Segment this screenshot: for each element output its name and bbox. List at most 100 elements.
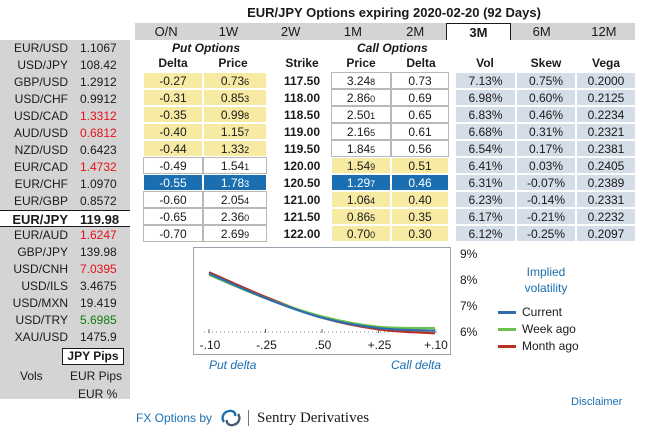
rate-row-eur-aud[interactable]: EUR/AUD 1.6247 bbox=[0, 227, 130, 244]
rate-row-eur-usd[interactable]: EUR/USD 1.1067 bbox=[0, 40, 130, 57]
cell-put-price[interactable]: 0.736 bbox=[203, 72, 267, 89]
eur-pips-button[interactable]: EUR Pips bbox=[70, 369, 123, 383]
footer-brand: Sentry Derivatives bbox=[257, 409, 370, 426]
cell-vega: 0.2381 bbox=[576, 140, 636, 157]
rate-row-usd-cad[interactable]: USD/CAD 1.3312 bbox=[0, 108, 130, 125]
cell-put-delta: -0.31 bbox=[143, 89, 203, 106]
cell-value: 6.31% bbox=[468, 176, 503, 190]
cell-call-price[interactable]: 0.865 bbox=[331, 208, 391, 225]
rate-row-usd-chf[interactable]: USD/CHF 0.9912 bbox=[0, 91, 130, 108]
cell-call-price[interactable]: 1.297 bbox=[331, 174, 391, 191]
rate-row-usd-ils[interactable]: USD/ILS 3.4675 bbox=[0, 278, 130, 295]
rate-value: 1.2912 bbox=[80, 75, 117, 89]
cell-value: 0.17% bbox=[528, 142, 564, 156]
cell-value: 118.00 bbox=[283, 91, 321, 105]
cell-put-delta: -0.44 bbox=[143, 140, 203, 157]
cell-vol: 6.12% bbox=[455, 225, 516, 242]
tab-3m[interactable]: 3M bbox=[446, 23, 511, 40]
rate-row-eur-jpy[interactable]: EUR/JPY 119.98 bbox=[0, 210, 130, 227]
cell-put-price[interactable]: 0.853 bbox=[203, 89, 267, 106]
rate-row-nzd-usd[interactable]: NZD/USD 0.6423 bbox=[0, 142, 130, 159]
legend-label: Week ago bbox=[522, 322, 576, 336]
cell-value: 0.2234 bbox=[587, 108, 625, 122]
cell-call-price[interactable]: 2.860 bbox=[331, 89, 391, 106]
disclaimer-link[interactable]: Disclaimer bbox=[571, 396, 623, 408]
cell-vega: 0.2321 bbox=[576, 123, 636, 140]
rate-row-gbp-jpy[interactable]: GBP/JPY 139.98 bbox=[0, 244, 130, 261]
cell-put-price[interactable]: 2.360 bbox=[203, 208, 267, 225]
cell-value-pip: 0 bbox=[244, 213, 250, 223]
col-skew: Skew bbox=[530, 56, 562, 70]
rate-row-gbp-usd[interactable]: GBP/USD 1.2912 bbox=[0, 74, 130, 91]
rate-row-eur-chf[interactable]: EUR/CHF 1.0970 bbox=[0, 176, 130, 193]
cell-call-price[interactable]: 2.165 bbox=[331, 123, 391, 140]
rate-row-aud-usd[interactable]: AUD/USD 0.6812 bbox=[0, 125, 130, 142]
cell-put-delta: -0.35 bbox=[143, 106, 203, 123]
cell-vega: 0.2125 bbox=[576, 89, 636, 106]
tab-2m[interactable]: 2M bbox=[384, 23, 447, 40]
cell-put-price[interactable]: 1.157 bbox=[203, 123, 267, 140]
rate-row-eur-cad[interactable]: EUR/CAD 1.4732 bbox=[0, 159, 130, 176]
eur-percent-button[interactable]: EUR % bbox=[78, 387, 118, 401]
cell-call-price[interactable]: 3.248 bbox=[331, 72, 391, 89]
tab-1m[interactable]: 1M bbox=[321, 23, 384, 40]
tab-2w[interactable]: 2W bbox=[259, 23, 322, 40]
cell-value: 6.98% bbox=[468, 91, 503, 105]
tab-6m[interactable]: 6M bbox=[510, 23, 573, 40]
cell-call-delta: 0.46 bbox=[391, 174, 449, 191]
cell-put-delta: -0.49 bbox=[143, 157, 203, 174]
cell-value: -0.40 bbox=[159, 125, 187, 139]
cell-value-pip: 3 bbox=[244, 94, 250, 104]
cell-strike: 121.50 bbox=[272, 208, 332, 225]
cell-value-pip: 8 bbox=[370, 77, 376, 87]
jpy-pips-button[interactable]: JPY Pips bbox=[62, 348, 124, 365]
cell-put-price[interactable]: 2.699 bbox=[203, 225, 267, 242]
legend-label: Month ago bbox=[522, 339, 579, 353]
cell-vega: 0.2405 bbox=[576, 157, 636, 174]
cell-call-price[interactable]: 1.064 bbox=[331, 191, 391, 208]
cell-put-price[interactable]: 1.332 bbox=[203, 140, 267, 157]
pair-label: EUR/GBP bbox=[13, 194, 68, 208]
cell-put-price[interactable]: 1.783 bbox=[203, 174, 267, 191]
x-tick-label: -.10 bbox=[199, 338, 221, 352]
pair-label: AUD/USD bbox=[13, 126, 68, 140]
cell-call-price[interactable]: 2.501 bbox=[331, 106, 391, 123]
legend-swatch bbox=[498, 328, 516, 331]
cell-call-price[interactable]: 1.845 bbox=[331, 140, 391, 157]
tab-on[interactable]: O/N bbox=[135, 23, 198, 40]
cell-skew: -0.14% bbox=[516, 191, 576, 208]
cell-call-delta: 0.30 bbox=[391, 225, 449, 242]
cell-put-price[interactable]: 1.541 bbox=[203, 157, 267, 174]
cell-call-price[interactable]: 1.549 bbox=[331, 157, 391, 174]
rate-row-eur-gbp[interactable]: EUR/GBP 0.8572 bbox=[0, 193, 130, 210]
cell-value: -0.44 bbox=[159, 142, 187, 156]
tab-12m[interactable]: 12M bbox=[572, 23, 635, 40]
pair-label: GBP/USD bbox=[13, 75, 68, 89]
tab-1w[interactable]: 1W bbox=[197, 23, 260, 40]
rate-row-usd-mxn[interactable]: USD/MXN 19.419 bbox=[0, 295, 130, 312]
cell-value: 6.68% bbox=[468, 125, 503, 139]
rate-row-usd-cnh[interactable]: USD/CNH 7.0395 bbox=[0, 261, 130, 278]
cell-vol: 6.68% bbox=[455, 123, 516, 140]
cell-value: 2.50 bbox=[346, 108, 371, 122]
pair-label: EUR/JPY bbox=[12, 212, 68, 227]
volatility-chart-plot bbox=[204, 271, 440, 335]
cell-put-price[interactable]: 0.998 bbox=[203, 106, 267, 123]
cell-value: 3.24 bbox=[346, 74, 371, 88]
cell-call-price[interactable]: 0.700 bbox=[331, 225, 391, 242]
cell-value: 0.2232 bbox=[587, 210, 625, 224]
cell-value-pip: 6 bbox=[244, 77, 250, 87]
cell-value: 121.00 bbox=[283, 193, 321, 207]
col-call-delta: Delta bbox=[406, 56, 436, 70]
cell-value-pip: 5 bbox=[370, 213, 376, 223]
rate-value: 7.0395 bbox=[80, 262, 117, 276]
cell-call-delta: 0.73 bbox=[391, 72, 449, 89]
cell-value: 0.61 bbox=[408, 125, 432, 139]
rate-value: 1.4732 bbox=[80, 160, 117, 174]
cell-value-pip: 9 bbox=[244, 230, 250, 240]
rate-row-usd-try[interactable]: USD/TRY 5.6985 bbox=[0, 312, 130, 329]
rate-row-xau-usd[interactable]: XAU/USD 1475.9 bbox=[0, 329, 130, 346]
rate-row-usd-jpy[interactable]: USD/JPY 108.42 bbox=[0, 57, 130, 74]
cell-put-price[interactable]: 2.054 bbox=[203, 191, 267, 208]
sentry-logo-icon bbox=[221, 409, 241, 427]
